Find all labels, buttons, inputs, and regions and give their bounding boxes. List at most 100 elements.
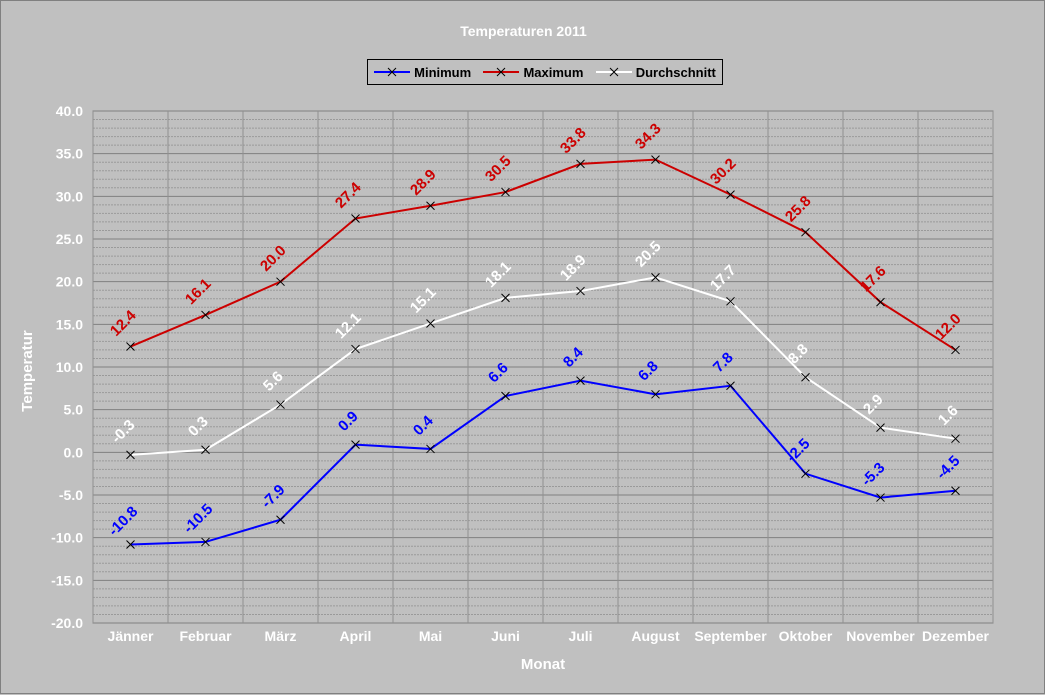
- marker-stroke: [126, 450, 135, 460]
- x-tick-label: Jänner: [108, 628, 154, 644]
- legend-swatch-minimum: [374, 67, 411, 77]
- data-point-minimum: [876, 493, 885, 502]
- y-tick-label: -5.0: [59, 487, 83, 503]
- x-tick-label: November: [846, 628, 915, 644]
- marker-stroke: [126, 540, 135, 549]
- data-point-minimum: [726, 381, 735, 391]
- data-point-durchschnitt: [126, 450, 135, 460]
- data-point-durchschnitt: [951, 434, 960, 444]
- y-axis-title: Temperatur: [19, 330, 36, 412]
- marker-stroke: [426, 319, 435, 328]
- marker-stroke: [351, 440, 360, 450]
- marker-stroke: [951, 434, 960, 444]
- y-tick-label: 35.0: [56, 146, 83, 162]
- y-tick-label: 15.0: [56, 316, 83, 332]
- marker-stroke: [201, 537, 210, 547]
- x-tick-label: Mai: [419, 628, 442, 644]
- legend-label-maximum: Maximum: [523, 64, 584, 80]
- marker-stroke: [501, 187, 510, 197]
- x-tick-label: Juni: [491, 628, 520, 644]
- marker-stroke: [726, 381, 735, 391]
- data-point-durchschnitt: [276, 400, 285, 409]
- marker-stroke: [876, 493, 885, 502]
- marker-stroke: [276, 515, 285, 525]
- data-point-durchschnitt: [726, 296, 735, 306]
- legend-swatch-maximum: [483, 67, 520, 77]
- series-line-durchschnitt: [130, 276, 956, 456]
- marker-stroke: [951, 486, 960, 496]
- data-point-minimum: [576, 376, 585, 386]
- marker-stroke: [501, 391, 510, 401]
- legend-swatch-durchschnitt: [595, 67, 632, 77]
- legend-label-durchschnitt: Durchschnitt: [635, 64, 716, 80]
- marker-stroke: [351, 214, 360, 223]
- data-point-minimum: [201, 537, 210, 547]
- y-tick-label: 10.0: [56, 359, 83, 375]
- data-point-durchschnitt: [426, 319, 435, 328]
- data-point-maximum: [951, 345, 960, 355]
- data-point-maximum: [651, 155, 660, 164]
- x-tick-label: August: [631, 628, 680, 644]
- chart-title: Temperaturen 2011: [460, 23, 587, 39]
- data-point-durchschnitt: [351, 344, 360, 354]
- marker-stroke: [651, 389, 660, 399]
- marker-stroke: [576, 286, 585, 296]
- marker-stroke: [276, 400, 285, 409]
- marker-stroke: [426, 444, 435, 454]
- marker-stroke: [501, 293, 510, 303]
- marker-stroke: [726, 296, 735, 306]
- data-point-minimum: [651, 389, 660, 399]
- gridlines: [92, 110, 994, 624]
- y-tick-label: -20.0: [51, 615, 83, 631]
- data-point-minimum: [501, 391, 510, 401]
- series-line-maximum: [130, 158, 957, 351]
- data-point-durchschnitt: [576, 286, 585, 296]
- data-point-maximum: [276, 277, 285, 287]
- x-axis-title: Monat: [521, 656, 565, 673]
- data-point-maximum: [876, 297, 885, 307]
- data-point-minimum: [426, 444, 435, 454]
- y-tick-label: -15.0: [51, 572, 83, 588]
- y-tick-label: 5.0: [64, 402, 84, 418]
- data-point-durchschnitt: [801, 372, 810, 382]
- legend-item-minimum: Minimum: [374, 65, 471, 80]
- marker-stroke: [801, 227, 810, 237]
- data-point-maximum: [201, 310, 210, 320]
- legend-label-minimum: Minimum: [414, 64, 472, 80]
- data-point-minimum: [126, 540, 135, 549]
- data-point-minimum: [276, 515, 285, 525]
- series-line-minimum: [130, 379, 956, 546]
- x-tick-label: April: [340, 628, 372, 644]
- x-tick-label: Dezember: [922, 628, 989, 644]
- data-point-minimum: [801, 469, 810, 479]
- legend-item-durchschnitt: Durchschnitt: [595, 64, 716, 80]
- marker-stroke: [426, 201, 435, 211]
- marker-stroke: [276, 277, 285, 287]
- marker-stroke: [126, 342, 135, 351]
- x-tick-label: Februar: [179, 628, 232, 644]
- x-tick-label: Oktober: [779, 628, 833, 644]
- marker-stroke: [351, 344, 360, 354]
- marker-stroke: [951, 345, 960, 355]
- x-tick-label: März: [265, 628, 297, 644]
- marker-stroke: [726, 190, 735, 199]
- data-point-maximum: [426, 201, 435, 211]
- chart-legend: Minimum Maximum Durchschnitt: [367, 59, 723, 85]
- y-tick-label: 25.0: [56, 231, 83, 247]
- data-point-durchschnitt: [501, 293, 510, 303]
- data-point-minimum: [951, 486, 960, 496]
- marker-stroke: [201, 445, 210, 455]
- marker-stroke: [576, 376, 585, 386]
- y-tick-label: 20.0: [56, 274, 83, 290]
- data-point-maximum: [576, 159, 585, 169]
- data-point-minimum: [351, 440, 360, 450]
- data-point-maximum: [501, 187, 510, 197]
- marker-stroke: [201, 310, 210, 320]
- marker-stroke: [876, 297, 885, 307]
- data-point-maximum: [801, 227, 810, 237]
- data-point-durchschnitt: [876, 423, 885, 432]
- marker-stroke: [876, 423, 885, 432]
- marker-stroke: [801, 372, 810, 382]
- data-point-maximum: [726, 190, 735, 199]
